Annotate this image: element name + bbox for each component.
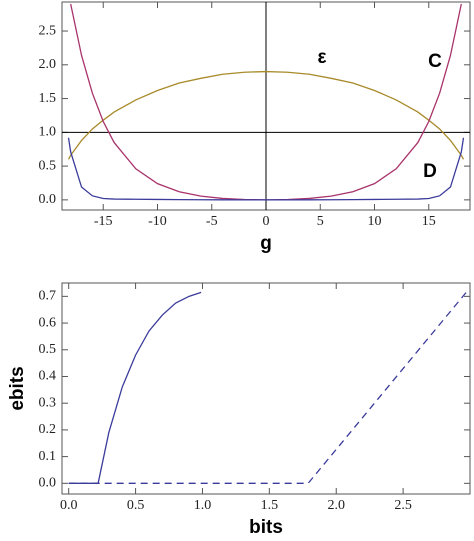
x-tick-label: 0	[263, 214, 270, 229]
plot-frame	[61, 282, 471, 495]
x-tick-label: 10	[368, 214, 382, 229]
x-tick-label: -15	[94, 214, 113, 229]
series-line	[68, 291, 202, 484]
y-tick-label: 0.7	[39, 289, 57, 304]
y-tick-label: 0.6	[39, 315, 57, 330]
y-tick-label: 0.3	[39, 395, 57, 410]
series-line	[68, 288, 470, 484]
x-tick-label: 1.5	[261, 498, 279, 513]
y-tick-label: 0.5	[39, 158, 57, 173]
y-tick-label: 1.5	[39, 91, 57, 106]
x-tick-label: 0.0	[60, 498, 78, 513]
x-tick-label: 1.0	[194, 498, 212, 513]
x-tick-label: 0.5	[127, 498, 145, 513]
y-tick-label: 0.1	[39, 449, 57, 464]
y-tick-label: 0.2	[39, 422, 57, 437]
y-tick-label: 2.0	[39, 57, 57, 72]
y-tick-label: 2.5	[39, 23, 57, 38]
x-tick-label: 15	[422, 214, 436, 229]
x-tick-label: 2.5	[394, 498, 412, 513]
y-tick-label: 0.0	[39, 192, 57, 207]
series-label: D	[423, 161, 437, 182]
x-tick-label: 2.0	[327, 498, 345, 513]
y-tick-label: 0.0	[39, 476, 57, 491]
x-tick-label: 5	[317, 214, 324, 229]
x-axis-label: g	[260, 233, 272, 254]
y-tick-label: 0.5	[39, 342, 57, 357]
x-tick-label: -5	[206, 214, 218, 229]
y-axis-label: ebits	[7, 366, 28, 410]
x-axis-label: bits	[249, 517, 283, 538]
x-tick-label: -10	[148, 214, 167, 229]
y-tick-label: 0.4	[39, 369, 57, 384]
series-label: C	[428, 51, 442, 72]
series-line	[67, 137, 465, 201]
series-label: ε	[317, 47, 326, 68]
y-tick-label: 1.0	[39, 125, 57, 140]
